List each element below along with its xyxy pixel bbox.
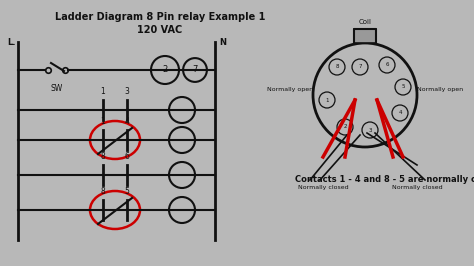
Text: Normally closed: Normally closed xyxy=(392,185,442,190)
Text: 7: 7 xyxy=(358,64,362,69)
Text: 2: 2 xyxy=(343,124,347,130)
Text: 4: 4 xyxy=(398,110,402,115)
Text: 8: 8 xyxy=(100,152,105,161)
Text: 3: 3 xyxy=(368,127,372,132)
Text: 7: 7 xyxy=(192,65,198,74)
Text: 6: 6 xyxy=(125,152,129,161)
Text: Normally closed: Normally closed xyxy=(298,185,348,190)
Text: SW: SW xyxy=(50,84,63,93)
Text: 4: 4 xyxy=(125,117,129,126)
Text: 1: 1 xyxy=(100,117,105,126)
Text: Contacts 1 - 4 and 8 - 5 are normally closed.: Contacts 1 - 4 and 8 - 5 are normally cl… xyxy=(295,175,474,184)
Text: 120 VAC: 120 VAC xyxy=(137,25,182,35)
Text: 8: 8 xyxy=(335,64,339,69)
Text: 8: 8 xyxy=(100,187,105,196)
Text: Normally open: Normally open xyxy=(417,88,463,93)
Text: 1: 1 xyxy=(100,87,105,96)
Text: 2: 2 xyxy=(163,65,168,74)
FancyBboxPatch shape xyxy=(354,29,376,43)
Text: 5: 5 xyxy=(401,85,405,89)
Text: 6: 6 xyxy=(385,63,389,68)
Text: Normally open: Normally open xyxy=(267,88,313,93)
Text: L.: L. xyxy=(8,38,16,47)
Text: N: N xyxy=(219,38,226,47)
Text: 5: 5 xyxy=(125,187,129,196)
Text: Coil: Coil xyxy=(358,19,372,25)
Text: 1: 1 xyxy=(325,98,329,102)
Text: 3: 3 xyxy=(125,87,129,96)
Text: Ladder Diagram 8 Pin relay Example 1: Ladder Diagram 8 Pin relay Example 1 xyxy=(55,12,265,22)
